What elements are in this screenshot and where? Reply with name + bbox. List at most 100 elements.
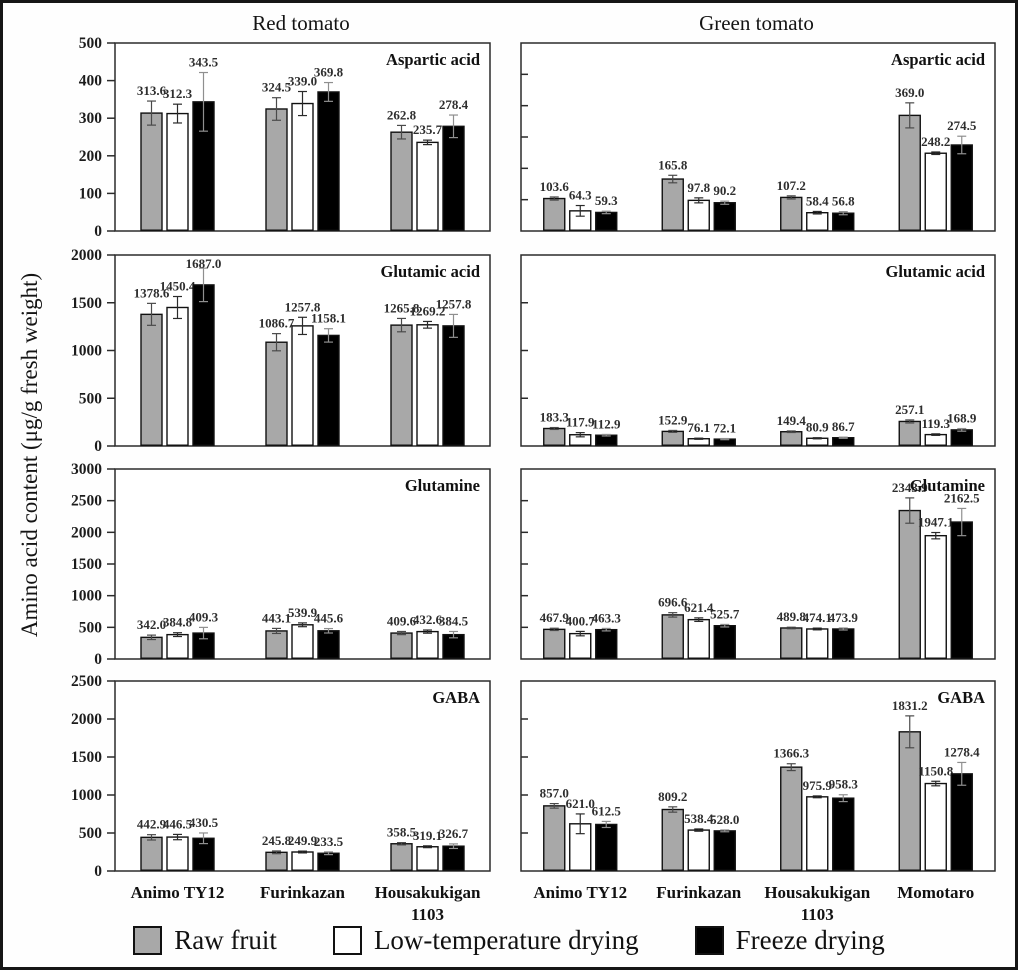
value-label: 857.0 (540, 786, 569, 801)
bar-raw-fruit (780, 627, 803, 659)
value-label: 474.1 (803, 610, 832, 625)
category-label: Housakukigan (375, 883, 481, 902)
value-label: 278.4 (439, 97, 469, 112)
bar-low-temperature-drying (291, 624, 314, 659)
bar-freeze-drying (317, 91, 340, 231)
bar-raw-fruit (543, 427, 566, 446)
value-label: 152.9 (658, 412, 688, 427)
category-label: Animo TY12 (533, 883, 627, 902)
value-label: 538.4 (684, 811, 714, 826)
bar-freeze-drying (713, 625, 736, 659)
y-tick-label: 200 (79, 148, 103, 165)
value-label: 1265.8 (384, 300, 420, 315)
value-label: 117.9 (566, 415, 595, 430)
value-label: 1257.8 (285, 299, 321, 314)
bar-low-temperature-drying (806, 628, 829, 659)
bar-low-temperature-drying (416, 846, 439, 871)
bar-freeze-drying (442, 325, 465, 446)
bar-raw-fruit (140, 636, 163, 659)
bar-low-temperature-drying (291, 102, 314, 231)
value-label: 1150.8 (918, 763, 954, 778)
value-label: 2162.5 (944, 490, 980, 505)
plot-frame (520, 468, 996, 660)
value-label: 528.0 (710, 812, 739, 827)
category-label: Furinkazan (260, 883, 346, 902)
legend-swatch (694, 925, 724, 955)
legend-swatch (332, 925, 362, 955)
value-label: 400.7 (566, 613, 596, 628)
value-label: 443.1 (262, 610, 291, 625)
bar-raw-fruit (661, 614, 684, 659)
value-label: 72.1 (713, 421, 736, 436)
bar-raw-fruit (543, 197, 566, 231)
y-tick-label: 400 (79, 73, 103, 90)
value-label: 539.9 (288, 605, 318, 620)
value-label: 319.1 (413, 828, 442, 843)
bar-freeze-drying (832, 628, 855, 659)
legend: Raw fruit Low-temperature drying Freeze dr… (3, 919, 1015, 961)
value-label: 249.9 (288, 833, 318, 848)
category-label: Momotaro (897, 883, 974, 902)
y-tick-label: 500 (79, 619, 103, 636)
value-label: 358.5 (387, 825, 417, 840)
value-label: 103.6 (540, 179, 570, 194)
value-label: 86.7 (832, 419, 855, 434)
value-label: 168.9 (947, 411, 977, 426)
value-label: 1086.7 (259, 316, 295, 331)
value-label: 809.2 (658, 789, 687, 804)
legend-label: Low-temperature drying (373, 924, 639, 955)
y-tick-label: 2000 (71, 711, 102, 728)
bar-raw-fruit (390, 843, 413, 871)
bar-freeze-drying (595, 434, 618, 446)
panel-title: Aspartic acid (891, 50, 985, 69)
value-label: 64.3 (569, 188, 592, 203)
value-label: 90.2 (713, 183, 736, 198)
y-axis-label: Amino acid content (μg/g fresh weight) (17, 272, 42, 638)
bar-low-temperature-drying (291, 325, 314, 446)
bar-raw-fruit (265, 341, 288, 446)
legend-item-raw-fruit: Raw fruit (133, 925, 277, 955)
value-label: 430.5 (189, 815, 219, 830)
bar-low-temperature-drying (924, 534, 947, 659)
value-label: 343.5 (189, 55, 219, 70)
bar-freeze-drying (950, 773, 973, 871)
value-label: 1450.4 (160, 279, 196, 294)
value-label: 58.4 (806, 193, 829, 208)
value-label: 384.5 (439, 613, 469, 628)
category-label: Animo TY12 (131, 883, 225, 902)
bar-freeze-drying (713, 202, 736, 231)
value-label: 313.6 (137, 83, 167, 98)
value-label: 621.0 (566, 796, 595, 811)
value-label: 409.6 (387, 613, 417, 628)
bar-freeze-drying (595, 628, 618, 659)
bar-raw-fruit (140, 313, 163, 446)
category-label: 1103 (411, 905, 444, 924)
y-tick-label: 1500 (71, 295, 102, 312)
y-tick-label: 2500 (71, 493, 102, 510)
legend-item-low-temperature-drying: Low-temperature drying (332, 924, 639, 955)
bar-freeze-drying (442, 845, 465, 871)
y-tick-label: 2000 (71, 524, 102, 541)
value-label: 958.3 (829, 777, 859, 792)
y-tick-label: 500 (79, 390, 103, 407)
bar-raw-fruit (898, 420, 921, 446)
y-tick-label: 0 (94, 651, 102, 668)
y-tick-label: 500 (79, 825, 103, 842)
y-tick-label: 500 (79, 35, 103, 52)
value-label: 326.7 (439, 826, 469, 841)
value-label: 245.8 (262, 833, 292, 848)
bar-low-temperature-drying (806, 796, 829, 871)
value-label: 165.8 (658, 157, 688, 172)
value-label: 312.3 (163, 86, 193, 101)
value-label: 274.5 (947, 118, 977, 133)
bar-freeze-drying (192, 284, 215, 446)
value-label: 112.9 (592, 416, 621, 431)
value-label: 445.6 (314, 611, 344, 626)
bar-raw-fruit (780, 431, 803, 446)
value-label: 56.8 (832, 194, 855, 209)
bar-low-temperature-drying (166, 633, 189, 659)
value-label: 59.3 (595, 193, 618, 208)
